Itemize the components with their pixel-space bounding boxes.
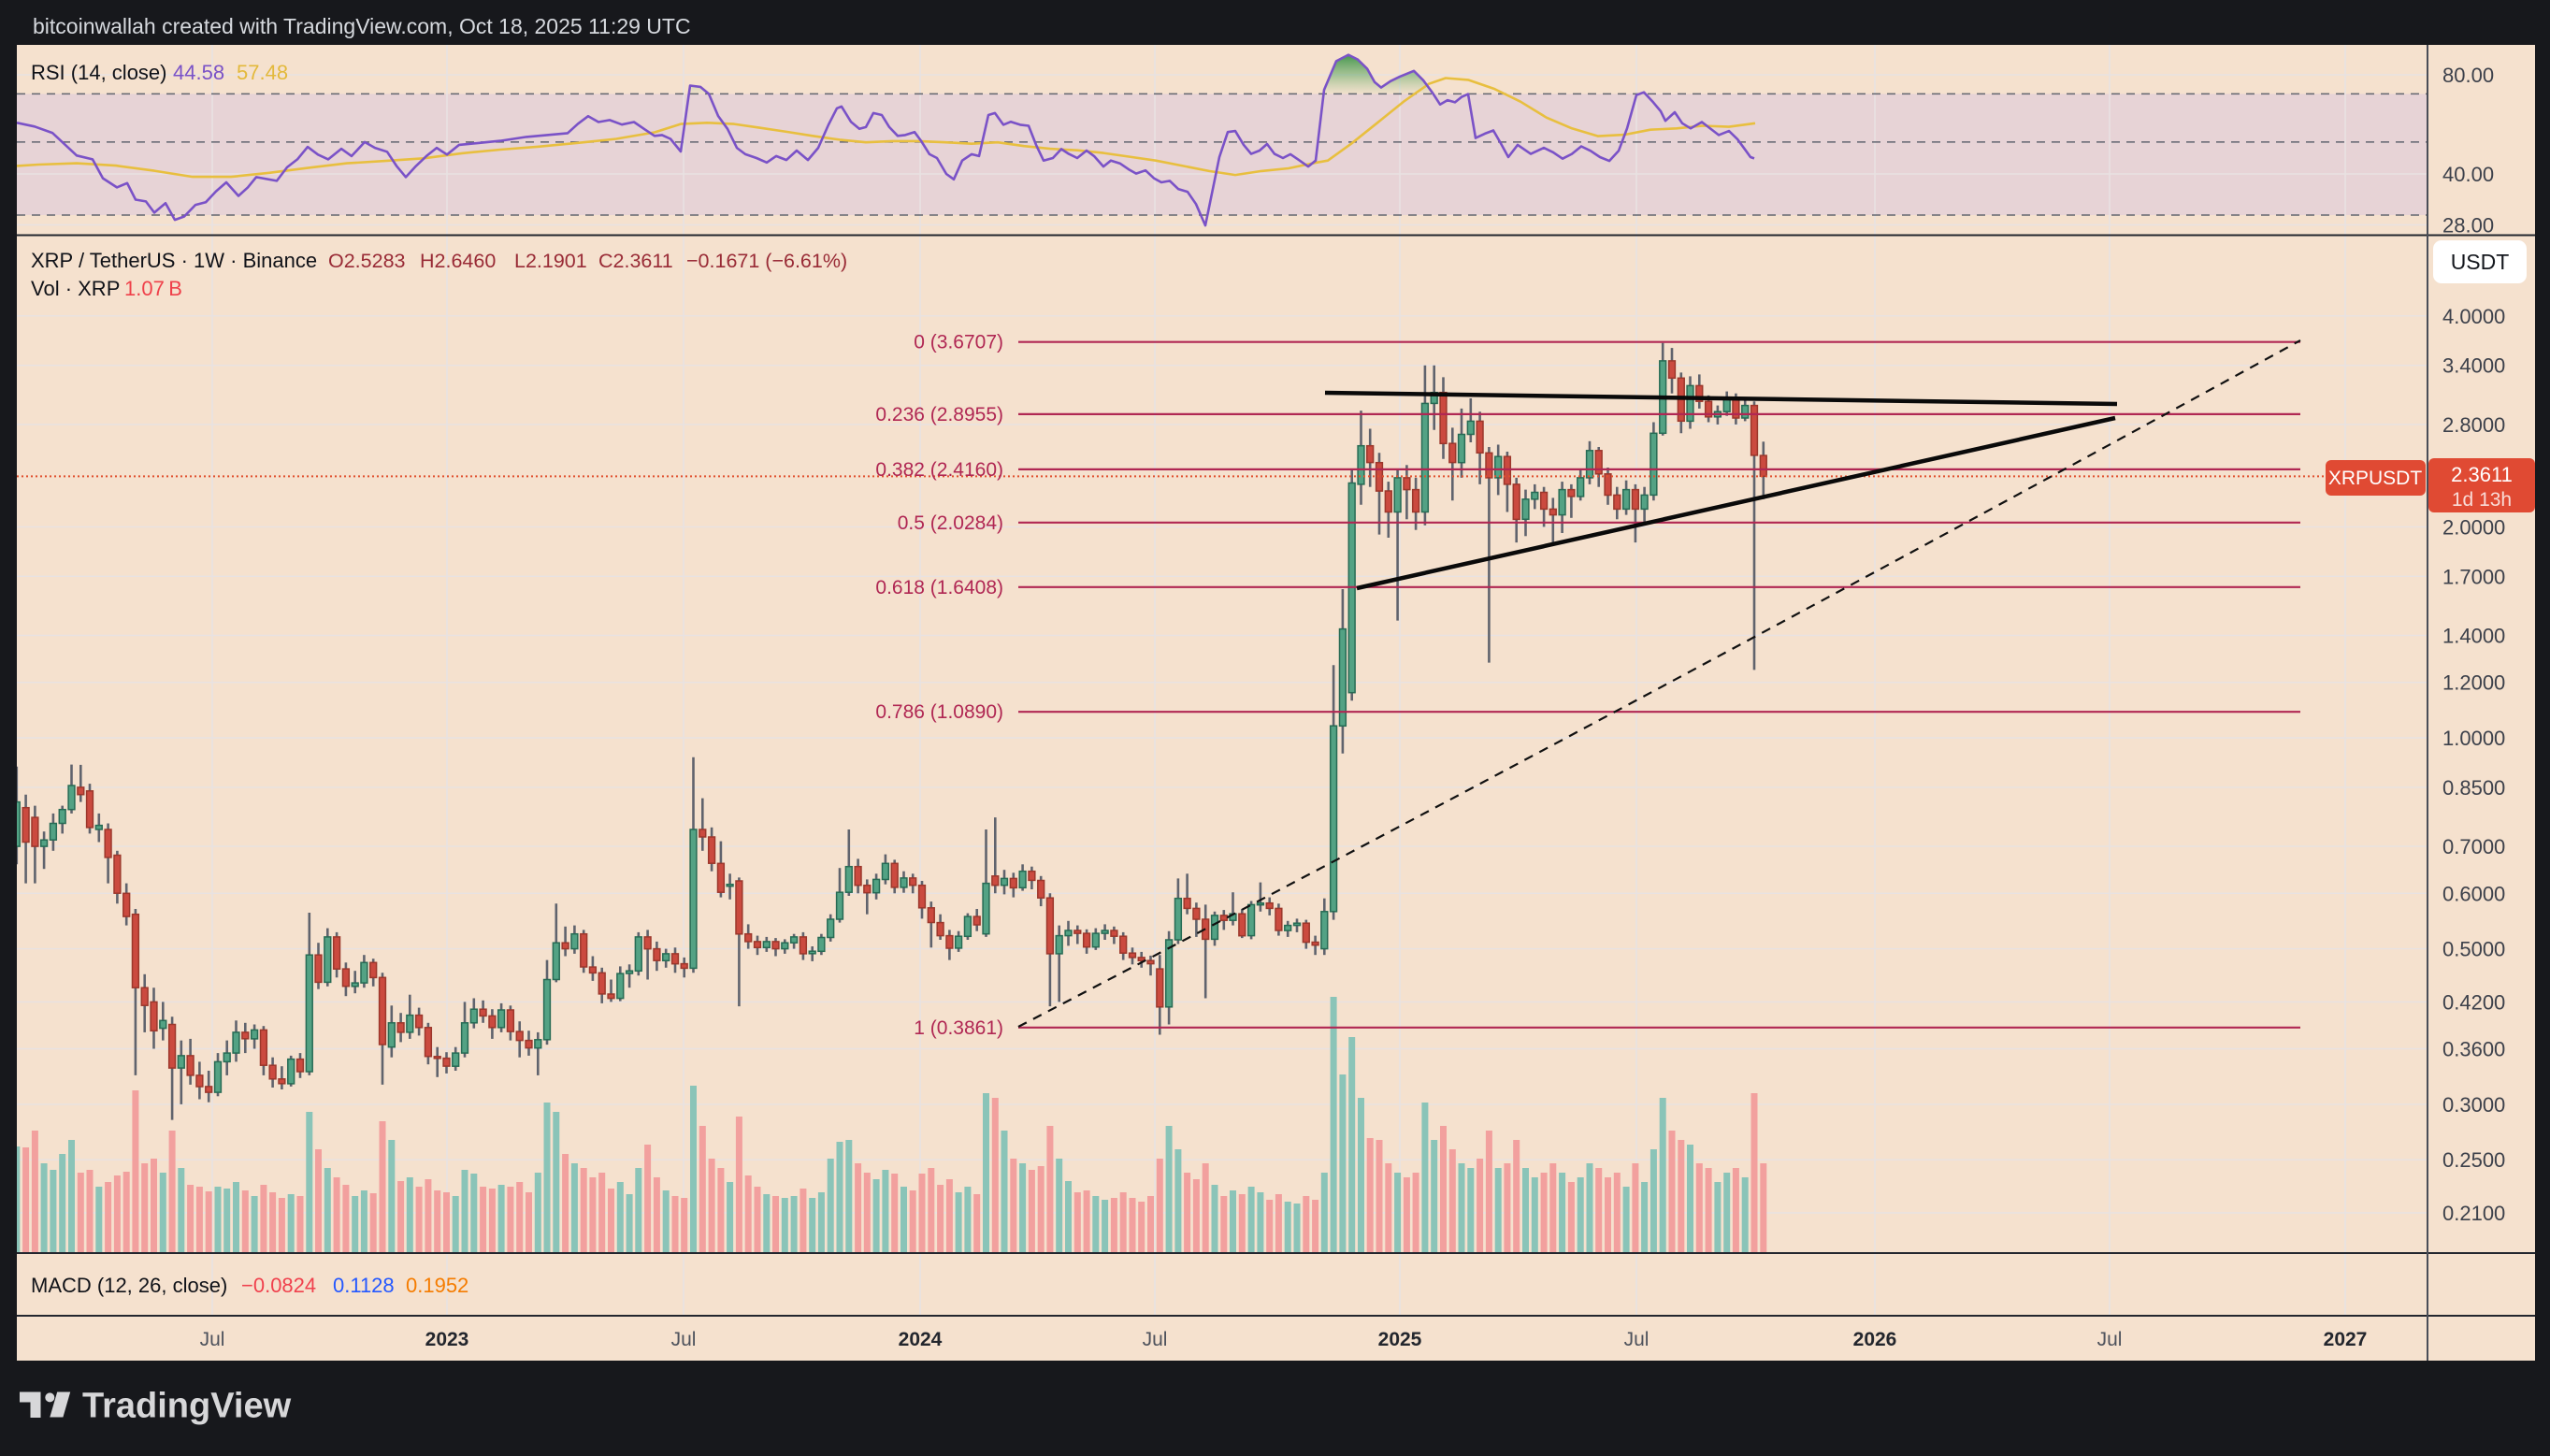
svg-text:1.7000: 1.7000 xyxy=(2442,565,2505,588)
svg-text:2024: 2024 xyxy=(899,1329,943,1350)
svg-text:Vol · XRP: Vol · XRP xyxy=(31,277,120,300)
svg-text:1 (0.3861): 1 (0.3861) xyxy=(914,1017,1003,1039)
svg-text:XRP / TetherUS · 1W · Binance: XRP / TetherUS · 1W · Binance xyxy=(31,249,317,272)
svg-text:Jul: Jul xyxy=(1624,1329,1650,1350)
svg-text:0.2100: 0.2100 xyxy=(2442,1202,2505,1225)
svg-text:3.4000: 3.4000 xyxy=(2442,354,2505,378)
svg-text:40.00: 40.00 xyxy=(2442,163,2494,186)
svg-text:1.07 B: 1.07 B xyxy=(124,277,182,300)
svg-text:Jul: Jul xyxy=(1143,1329,1168,1350)
svg-text:2.0000: 2.0000 xyxy=(2442,515,2505,539)
svg-text:44.58: 44.58 xyxy=(173,61,224,84)
svg-text:RSI (14, close): RSI (14, close) xyxy=(31,61,167,84)
svg-text:0.618 (1.6408): 0.618 (1.6408) xyxy=(875,577,1003,598)
svg-text:2.8000: 2.8000 xyxy=(2442,413,2505,437)
svg-text:0.786 (1.0890): 0.786 (1.0890) xyxy=(875,701,1003,723)
svg-text:0.1128: 0.1128 xyxy=(333,1274,395,1297)
svg-text:1d 13h: 1d 13h xyxy=(2452,489,2512,511)
svg-text:0.236 (2.8955): 0.236 (2.8955) xyxy=(875,404,1003,425)
svg-text:bitcoinwallah created with Tra: bitcoinwallah created with TradingView.c… xyxy=(33,14,691,38)
svg-text:2027: 2027 xyxy=(2324,1329,2368,1350)
svg-text:0.1952: 0.1952 xyxy=(406,1274,468,1297)
svg-text:0.2500: 0.2500 xyxy=(2442,1148,2505,1172)
svg-text:80.00: 80.00 xyxy=(2442,64,2494,87)
svg-text:1.0000: 1.0000 xyxy=(2442,727,2505,750)
svg-text:1.4000: 1.4000 xyxy=(2442,625,2505,648)
svg-text:−0.0824: −0.0824 xyxy=(241,1274,316,1297)
svg-text:0.7000: 0.7000 xyxy=(2442,835,2505,858)
svg-text:XRPUSDT: XRPUSDT xyxy=(2328,468,2423,489)
svg-text:4.0000: 4.0000 xyxy=(2442,305,2505,328)
svg-text:0 (3.6707): 0 (3.6707) xyxy=(914,332,1003,353)
svg-text:57.48: 57.48 xyxy=(237,61,288,84)
svg-text:2026: 2026 xyxy=(1853,1329,1897,1350)
svg-text:0.8500: 0.8500 xyxy=(2442,776,2505,800)
svg-text:C2.3611: C2.3611 xyxy=(598,250,673,272)
svg-text:MACD (12, 26, close): MACD (12, 26, close) xyxy=(31,1274,227,1297)
svg-text:0.4200: 0.4200 xyxy=(2442,990,2505,1014)
svg-text:O2.5283: O2.5283 xyxy=(328,250,406,272)
svg-text:28.00: 28.00 xyxy=(2442,214,2494,238)
svg-text:L2.1901: L2.1901 xyxy=(514,250,587,272)
svg-text:−0.1671 (−6.61%): −0.1671 (−6.61%) xyxy=(686,250,847,272)
svg-text:2023: 2023 xyxy=(425,1329,469,1350)
svg-text:1.2000: 1.2000 xyxy=(2442,671,2505,695)
svg-text:0.5 (2.0284): 0.5 (2.0284) xyxy=(898,512,1003,534)
svg-text:2025: 2025 xyxy=(1378,1329,1422,1350)
svg-text:Jul: Jul xyxy=(671,1329,697,1350)
svg-text:Jul: Jul xyxy=(2097,1329,2123,1350)
svg-text:0.3600: 0.3600 xyxy=(2442,1038,2505,1061)
svg-text:Jul: Jul xyxy=(200,1329,225,1350)
svg-text:USDT: USDT xyxy=(2451,250,2510,274)
svg-text:0.3000: 0.3000 xyxy=(2442,1093,2505,1117)
svg-text:0.6000: 0.6000 xyxy=(2442,882,2505,905)
svg-text:0.5000: 0.5000 xyxy=(2442,938,2505,961)
svg-text:0.382 (2.4160): 0.382 (2.4160) xyxy=(875,459,1003,481)
svg-text:H2.6460: H2.6460 xyxy=(420,250,496,272)
svg-text:TradingView: TradingView xyxy=(82,1387,292,1426)
svg-text:2.3611: 2.3611 xyxy=(2451,463,2513,486)
